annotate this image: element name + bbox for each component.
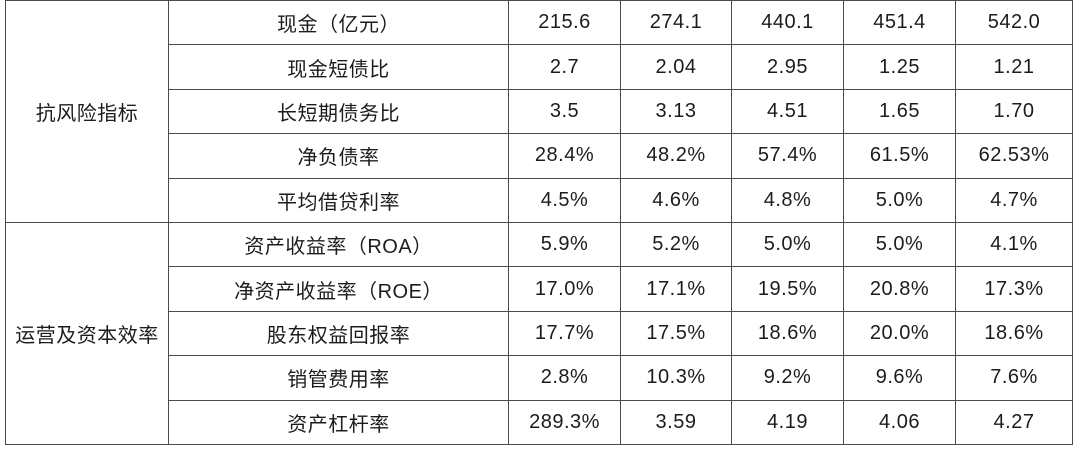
- metric-label-cell: 平均借贷利率: [168, 177, 509, 223]
- metric-label-cell: 资产收益率（ROA）: [168, 221, 509, 268]
- value-cell: 17.7%: [508, 310, 621, 357]
- category-cell: 运营及资本效率: [5, 221, 169, 445]
- value-cell: 5.0%: [731, 221, 844, 268]
- value-cell: 1.65: [843, 88, 956, 135]
- value-cell: 542.0: [955, 0, 1073, 46]
- value-cell: 20.8%: [843, 266, 956, 312]
- value-cell: 20.0%: [843, 310, 956, 357]
- value-cell: 10.3%: [620, 355, 732, 401]
- value-cell: 4.06: [843, 399, 956, 445]
- value-cell: 1.25: [843, 44, 956, 90]
- value-cell: 57.4%: [731, 133, 844, 179]
- value-cell: 48.2%: [620, 133, 732, 179]
- value-cell: 4.5%: [508, 177, 621, 223]
- value-cell: 17.1%: [620, 266, 732, 312]
- value-cell: 5.0%: [843, 221, 956, 268]
- value-cell: 2.04: [620, 44, 732, 90]
- value-cell: 5.2%: [620, 221, 732, 268]
- value-cell: 2.8%: [508, 355, 621, 401]
- value-cell: 19.5%: [731, 266, 844, 312]
- value-cell: 2.7: [508, 44, 621, 90]
- value-cell: 1.21: [955, 44, 1073, 90]
- value-cell: 3.13: [620, 88, 732, 135]
- value-cell: 4.8%: [731, 177, 844, 223]
- metric-label-cell: 股东权益回报率: [168, 310, 509, 357]
- metric-label-cell: 现金（亿元）: [168, 0, 509, 46]
- table-row: 运营及资本效率 资产收益率（ROA） 5.9% 5.2% 5.0% 5.0% 4.1%: [5, 221, 1073, 445]
- table-row: 净资产收益率（ROE） 17.0% 17.1% 19.5% 20.8% 17.3%: [6, 266, 1073, 312]
- value-cell: 440.1: [731, 0, 844, 46]
- value-cell: 4.19: [731, 399, 844, 445]
- value-cell: 215.6: [508, 0, 621, 46]
- table-row: 长短期债务比 3.5 3.13 4.51 1.65 1.70: [6, 88, 1073, 135]
- value-cell: 5.9%: [508, 221, 621, 268]
- metric-label-cell: 净资产收益率（ROE）: [168, 266, 509, 312]
- metric-label-cell: 净负债率: [168, 133, 509, 179]
- table-row: 抗风险指标 现金（亿元） 215.6 274.1 440.1 451.4 542.0: [5, 0, 1073, 223]
- value-cell: 4.51: [731, 88, 844, 135]
- value-cell: 17.5%: [620, 310, 732, 357]
- value-cell: 17.3%: [955, 266, 1073, 312]
- value-cell: 4.6%: [620, 177, 732, 223]
- value-cell: 9.2%: [731, 355, 844, 401]
- table-body: 抗风险指标 现金（亿元） 215.6 274.1 440.1 451.4 542.0 现金短债…: [5, 0, 1073, 445]
- value-cell: 451.4: [843, 0, 956, 46]
- category-cell: 抗风险指标: [5, 0, 169, 223]
- table-row: 净负债率 28.4% 48.2% 57.4% 61.5% 62.53%: [6, 133, 1073, 179]
- value-cell: 62.53%: [955, 133, 1073, 179]
- value-cell: 4.1%: [955, 221, 1073, 268]
- financial-metrics-table: 抗风险指标 现金（亿元） 215.6 274.1 440.1 451.4 542.0 现金短债…: [5, 0, 1073, 445]
- metric-label-cell: 销管费用率: [168, 355, 509, 401]
- value-cell: 289.3%: [508, 399, 621, 445]
- table-row: 平均借贷利率 4.5% 4.6% 4.8% 5.0% 4.7%: [6, 177, 1073, 223]
- value-cell: 4.27: [955, 399, 1073, 445]
- metric-label-cell: 长短期债务比: [168, 88, 509, 135]
- value-cell: 18.6%: [955, 310, 1073, 357]
- value-cell: 9.6%: [843, 355, 956, 401]
- value-cell: 28.4%: [508, 133, 621, 179]
- value-cell: 4.7%: [955, 177, 1073, 223]
- value-cell: 5.0%: [843, 177, 956, 223]
- value-cell: 3.5: [508, 88, 621, 135]
- value-cell: 61.5%: [843, 133, 956, 179]
- value-cell: 2.95: [731, 44, 844, 90]
- value-cell: 18.6%: [731, 310, 844, 357]
- value-cell: 17.0%: [508, 266, 621, 312]
- value-cell: 3.59: [620, 399, 732, 445]
- table-row: 资产杠杆率 289.3% 3.59 4.19 4.06 4.27: [6, 399, 1073, 445]
- value-cell: 7.6%: [955, 355, 1073, 401]
- table-row: 股东权益回报率 17.7% 17.5% 18.6% 20.0% 18.6%: [6, 310, 1073, 357]
- value-cell: 1.70: [955, 88, 1073, 135]
- table-row: 现金短债比 2.7 2.04 2.95 1.25 1.21: [6, 44, 1073, 90]
- metric-label-cell: 资产杠杆率: [168, 399, 509, 445]
- metric-label-cell: 现金短债比: [168, 44, 509, 90]
- value-cell: 274.1: [620, 0, 732, 46]
